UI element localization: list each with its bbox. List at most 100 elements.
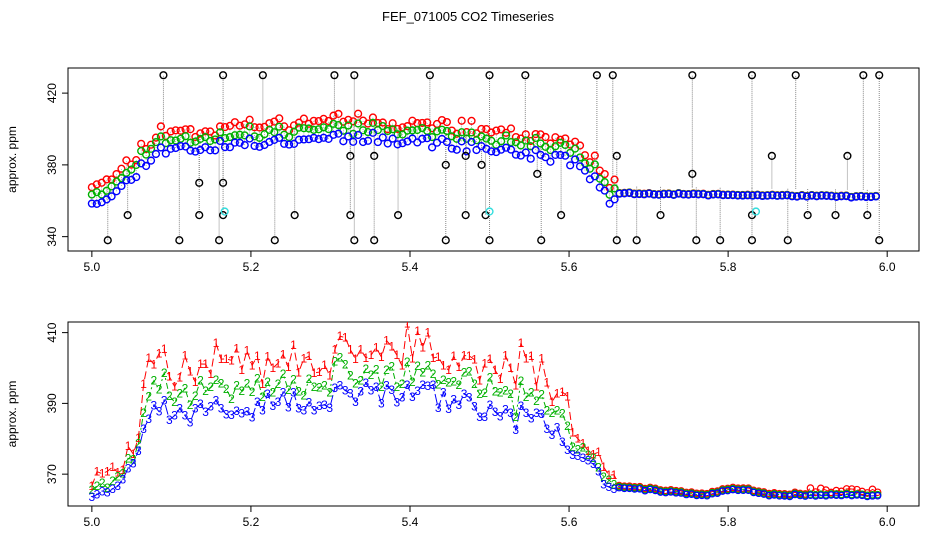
series-3-marker [620, 484, 629, 493]
series-3-marker: 3 [450, 393, 457, 407]
series-1-marker: 1 [363, 351, 370, 365]
series-3-point [487, 147, 496, 156]
series-1-marker: 1 [166, 370, 173, 384]
x-tick-label: 5.0 [84, 260, 101, 274]
series-3-point [423, 134, 432, 143]
series-3-marker: 3 [94, 488, 101, 502]
series-1-marker: 1 [145, 351, 152, 365]
spike-high-point [592, 71, 601, 80]
series-3-point [728, 191, 737, 200]
series-1-point [354, 109, 363, 118]
series-1-point [511, 132, 521, 142]
series-1-point [349, 117, 358, 126]
series-3-point [773, 191, 782, 200]
series-3-point [215, 136, 225, 146]
series-2-point [132, 160, 141, 170]
series-3-marker: 3 [218, 402, 225, 416]
series-3-point [442, 137, 451, 147]
series-2-marker: 2 [176, 386, 183, 400]
series-3-marker [718, 487, 727, 495]
series-1-point [590, 151, 599, 160]
series-2-point [275, 122, 284, 131]
series-2-marker: 2 [409, 375, 416, 389]
series-1-point [171, 126, 180, 135]
series-1-marker: 1 [171, 379, 178, 393]
series-2-marker: 2 [600, 470, 607, 484]
series-1-marker: 1 [223, 352, 230, 366]
series-1-marker: 1 [600, 460, 607, 474]
series-2-marker: 2 [533, 394, 540, 408]
series-1-point [506, 124, 516, 133]
x-tick-label: 5.6 [561, 515, 578, 529]
series-3-marker: 3 [311, 403, 318, 417]
series-1-point [487, 128, 496, 137]
series-2-point [304, 124, 313, 133]
series-3-marker: 3 [192, 402, 199, 416]
series-3-marker [667, 488, 675, 496]
series-1-point [378, 118, 387, 127]
series-2-marker: 2 [151, 374, 158, 388]
series-3-point [689, 189, 698, 199]
series-1-point [142, 144, 151, 154]
spike-mid-point [218, 178, 228, 187]
series-3-marker: 3 [419, 378, 426, 392]
series-3-point [87, 199, 96, 208]
panel-1: 5.0 5.2 5.4 5.6 5.8 6.0 340 380 420 approx. ppm [5, 67, 920, 274]
series-3-point [861, 192, 871, 202]
series-1-point [363, 119, 373, 128]
outlier-point [485, 207, 494, 216]
series-1-point [329, 111, 338, 120]
series-1-marker: 1 [280, 347, 287, 361]
series-3-marker [692, 491, 701, 500]
series-3-point [847, 193, 856, 202]
series-3-point [220, 143, 230, 152]
series-2-point [561, 140, 570, 150]
series-2-point [270, 128, 279, 137]
series-2-marker: 2 [394, 380, 401, 394]
series-1-point [610, 175, 619, 184]
series-3-point [363, 136, 373, 145]
series-2-point [260, 130, 269, 139]
series-3-point [679, 190, 688, 199]
series-2-marker: 2 [523, 390, 530, 404]
series-1-point [127, 160, 136, 169]
series-1-marker: 1 [399, 359, 406, 373]
series-3-point [235, 138, 244, 147]
series-3-marker [796, 491, 804, 500]
series-3-marker: 3 [228, 408, 235, 422]
series-2-point [206, 136, 215, 146]
series-1-marker: 1 [300, 352, 307, 366]
series-3-point [551, 150, 560, 160]
series-3-point [743, 191, 752, 200]
series-3-point [368, 128, 378, 137]
series-3-marker [656, 488, 665, 496]
series-1-marker: 1 [254, 349, 261, 363]
series-3-marker: 3 [600, 478, 607, 492]
series-2-marker: 2 [114, 469, 121, 483]
series-1-marker: 1 [306, 349, 313, 363]
series-2-marker: 2 [574, 442, 581, 456]
series-2-marker: 2 [373, 363, 380, 377]
series-3-point [536, 150, 545, 160]
series-3-marker [636, 485, 644, 493]
series-3-point [497, 145, 506, 154]
series-2-marker: 2 [611, 477, 618, 491]
series-3-marker: 3 [290, 385, 297, 399]
series-3-point [704, 191, 713, 200]
series-3-point [265, 137, 274, 147]
series-3-point [714, 190, 723, 199]
series-2-marker: 2 [502, 383, 509, 397]
series-3-marker: 3 [176, 402, 183, 416]
series-2-marker: 2 [182, 381, 189, 395]
series-3-marker: 3 [233, 404, 240, 418]
series-3-marker [770, 491, 779, 499]
series-3-point [842, 192, 851, 201]
series-3-marker: 3 [492, 405, 499, 419]
series-1-marker: 1 [347, 342, 354, 356]
series-3-point [511, 150, 521, 159]
series-3-point [211, 146, 220, 155]
spike-low-point [103, 236, 112, 245]
series-3-marker: 3 [269, 399, 276, 413]
series-2-marker: 2 [368, 368, 375, 382]
